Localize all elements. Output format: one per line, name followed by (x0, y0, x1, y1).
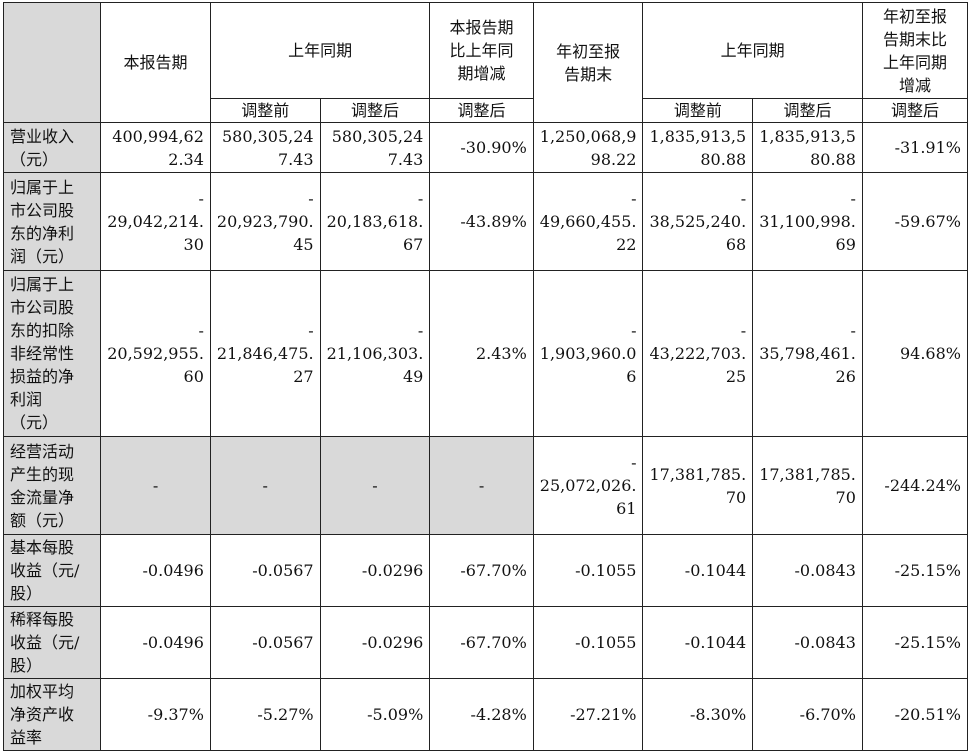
row-label: 归属于上 市公司股 东的扣除 非经常性 损益的净 利润 （元） (2, 270, 102, 437)
table-cell: -20.51% (861, 678, 968, 751)
row-label: 稀释每股 收益（元/ 股） (2, 606, 102, 679)
table-cell: -0.1044 (642, 534, 754, 607)
table-cell: -0.0296 (319, 606, 431, 679)
table-cell: 580,305,24 7.43 (209, 122, 321, 173)
header-prior-year-same-period-2: 上年同期 (642, 2, 863, 99)
row-label: 归属于上 市公司股 东的净利 润（元） (2, 172, 102, 271)
table-cell: -4.28% (429, 678, 534, 751)
header-ytd-end: 年初至报 告期末 (532, 2, 644, 123)
header-after-adjustment-change-2: 调整后 (861, 98, 968, 123)
table-cell: -67.70% (429, 534, 534, 607)
table-cell: -0.0496 (100, 606, 211, 679)
table-cell: - 43,222,703. 25 (642, 270, 754, 437)
header-row-1: 本报告期 上年同期 本报告期 比上年同 期增减 年初至报 告期末 上年同期 年初… (2, 2, 968, 123)
table-cell: - 20,592,955. 60 (100, 270, 211, 437)
table-cell: - (209, 436, 321, 535)
table-row-basic-eps: 基本每股 收益（元/ 股） -0.0496 -0.0567 -0.0296 -6… (2, 534, 968, 607)
table-cell: -30.90% (429, 122, 534, 173)
row-label: 基本每股 收益（元/ 股） (2, 534, 102, 607)
table-cell: - (429, 436, 534, 535)
table-cell: 94.68% (861, 270, 968, 437)
header-row-2: 调整前 调整后 调整后 调整前 调整后 调整后 (4, 98, 968, 123)
table-cell: 1,835,913,5 80.88 (642, 122, 754, 173)
header-after-adjustment-change: 调整后 (429, 98, 534, 123)
header-change-vs-prior-year: 本报告期 比上年同 期增减 (429, 2, 534, 99)
table-cell: -9.37% (100, 678, 211, 751)
table-cell: -0.0296 (319, 534, 431, 607)
table-cell: -0.0567 (209, 534, 321, 607)
table-cell: -0.0567 (209, 606, 321, 679)
table-cell: -5.27% (209, 678, 321, 751)
table-cell: 1,835,913,5 80.88 (752, 122, 863, 173)
table-cell: 1,250,068,9 98.22 (532, 122, 644, 173)
table-cell: - 38,525,240. 68 (642, 172, 754, 271)
table-cell: - 20,923,790. 45 (209, 172, 321, 271)
table-cell: - 20,183,618. 67 (319, 172, 431, 271)
table-cell: -27.21% (532, 678, 644, 751)
table-cell: -31.91% (861, 122, 968, 173)
table-cell: - 31,100,998. 69 (752, 172, 863, 271)
table-row-deducted-net-profit: 归属于上 市公司股 东的扣除 非经常性 损益的净 利润 （元） - 20,592… (2, 270, 968, 437)
table-cell: -0.0843 (752, 534, 863, 607)
table-cell: -0.1055 (532, 606, 644, 679)
header-before-adjustment-2: 调整前 (642, 98, 754, 123)
table-cell: -8.30% (642, 678, 754, 751)
table-cell: 17,381,785. 70 (752, 436, 863, 535)
header-corner-cell (2, 2, 102, 123)
table-cell: - (319, 436, 431, 535)
table-cell: - 35,798,461. 26 (752, 270, 863, 437)
table-row-weighted-roe: 加权平均 净资产收 益率 -9.37% -5.27% -5.09% -4.28%… (2, 678, 968, 751)
table-cell: -0.0496 (100, 534, 211, 607)
row-label: 营业收入 （元） (2, 122, 102, 173)
header-after-adjustment: 调整后 (319, 98, 431, 123)
header-before-adjustment: 调整前 (209, 98, 321, 123)
header-ytd-change-vs-prior-year: 年初至报 告期末比 上年同期 增减 (861, 2, 968, 99)
table-cell: -25.15% (861, 534, 968, 607)
table-cell: - 29,042,214. 30 (100, 172, 211, 271)
row-label: 经营活动 产生的现 金流量净 额（元） (2, 436, 102, 535)
table-cell: -0.1044 (642, 606, 754, 679)
table-cell: - 21,106,303. 49 (319, 270, 431, 437)
header-after-adjustment-2: 调整后 (752, 98, 863, 123)
table-cell: - 1,903,960.0 6 (532, 270, 644, 437)
header-prior-year-same-period: 上年同期 (209, 2, 431, 99)
table-row-operating-cash-flow: 经营活动 产生的现 金流量净 额（元） - - - - - 25,072,026… (2, 436, 968, 535)
table-cell: -67.70% (429, 606, 534, 679)
row-label: 加权平均 净资产收 益率 (2, 678, 102, 751)
table-row-revenue: 营业收入 （元） 400,994,62 2.34 580,305,24 7.43… (2, 122, 968, 173)
table-cell: - (100, 436, 211, 535)
table-cell: - 21,846,475. 27 (209, 270, 321, 437)
table-row-net-profit: 归属于上 市公司股 东的净利 润（元） - 29,042,214. 30 - 2… (2, 172, 968, 271)
table-cell: -244.24% (861, 436, 968, 535)
table-cell: 400,994,62 2.34 (100, 122, 211, 173)
table-cell: -5.09% (319, 678, 431, 751)
table-cell: -59.67% (861, 172, 968, 271)
table-cell: -0.1055 (532, 534, 644, 607)
table-cell: -43.89% (429, 172, 534, 271)
table-cell: -25.15% (861, 606, 968, 679)
table-cell: - 49,660,455. 22 (532, 172, 644, 271)
table-cell: 580,305,24 7.43 (319, 122, 431, 173)
table-cell: - 25,072,026. 61 (532, 436, 644, 535)
table-cell: -6.70% (752, 678, 863, 751)
table-cell: 17,381,785. 70 (642, 436, 754, 535)
table-cell: 2.43% (429, 270, 534, 437)
table-cell: -0.0843 (752, 606, 863, 679)
header-this-period: 本报告期 (100, 2, 211, 123)
table-row-diluted-eps: 稀释每股 收益（元/ 股） -0.0496 -0.0567 -0.0296 -6… (2, 606, 968, 679)
